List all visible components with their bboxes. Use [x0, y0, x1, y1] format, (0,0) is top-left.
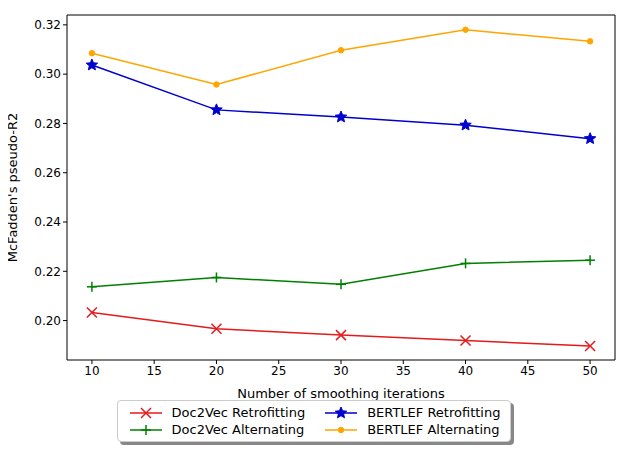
html-text:Doc2Vec Retrofitting: Doc2Vec Retrofitting: [171, 405, 306, 420]
svg-text:25: 25: [271, 364, 286, 378]
svg-text:0.32: 0.32: [34, 18, 61, 32]
html-text:Doc2Vec Alternating: Doc2Vec Alternating: [171, 422, 305, 437]
svg-text:0.28: 0.28: [34, 117, 61, 131]
svg-text:Number of smoothing iterations: Number of smoothing iterations: [237, 386, 445, 401]
svg-text:0.22: 0.22: [34, 265, 61, 279]
html-text:BERTLEF Alternating: BERTLEF Alternating: [367, 422, 500, 437]
svg-text:0.30: 0.30: [34, 67, 61, 81]
html-text:BERTLEF Retrofitting: BERTLEF Retrofitting: [367, 405, 501, 420]
svg-text:20: 20: [209, 364, 224, 378]
svg-text:McFadden's pseudo-R2: McFadden's pseudo-R2: [8, 113, 20, 263]
svg-text:10: 10: [84, 364, 99, 378]
svg-text:45: 45: [520, 364, 535, 378]
svg-text:40: 40: [458, 364, 473, 378]
svg-text:15: 15: [147, 364, 162, 378]
svg-text:0.24: 0.24: [34, 215, 61, 229]
svg-text:50: 50: [582, 364, 597, 378]
svg-text:0.26: 0.26: [34, 166, 61, 180]
svg-text:0.20: 0.20: [34, 314, 61, 328]
svg-text:35: 35: [396, 364, 411, 378]
svg-text:30: 30: [333, 364, 348, 378]
